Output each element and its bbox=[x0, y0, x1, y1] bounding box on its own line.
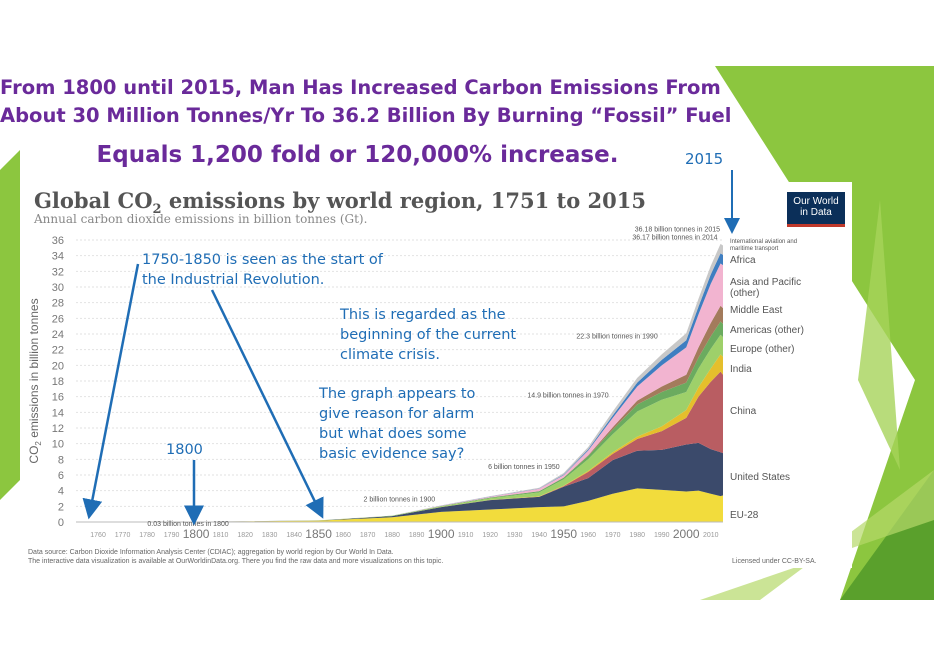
y-tick-label: 22 bbox=[52, 345, 64, 357]
y-tick-label: 34 bbox=[52, 251, 64, 263]
year-1800-annotation: 1800 bbox=[166, 442, 203, 458]
value-label: 2 billion tonnes in 1900 bbox=[364, 496, 436, 503]
y-tick-label: 30 bbox=[52, 282, 64, 294]
x-tick-label-major: 1900 bbox=[428, 527, 455, 541]
value-label: 14.9 billion tonnes in 1970 bbox=[527, 392, 608, 399]
x-tick-label: 1960 bbox=[580, 532, 596, 539]
legend-label: Africa bbox=[730, 255, 756, 266]
industrial-annotation-line-2: the Industrial Revolution. bbox=[142, 272, 325, 288]
x-tick-label-major: 2000 bbox=[673, 527, 700, 541]
y-tick-label: 2 bbox=[58, 501, 64, 513]
y-tick-label: 36 bbox=[52, 235, 64, 247]
x-tick-label: 1980 bbox=[629, 532, 645, 539]
value-label: 36.18 billion tonnes in 2015 bbox=[635, 227, 720, 234]
y-tick-label: 10 bbox=[52, 439, 64, 451]
x-tick-label: 1920 bbox=[482, 532, 498, 539]
license-text[interactable]: Licensed under CC-BY-SA. bbox=[732, 558, 817, 565]
x-tick-label: 1990 bbox=[654, 532, 670, 539]
x-tick-label: 1780 bbox=[139, 532, 155, 539]
crisis-annotation-line-2: beginning of the current bbox=[340, 327, 517, 343]
legend-label: EU-28 bbox=[730, 510, 759, 521]
y-tick-label: 0 bbox=[58, 517, 64, 529]
legend-label: maritime transport bbox=[730, 246, 779, 252]
source-line-1: Data source: Carbon Dioxide Information … bbox=[28, 549, 394, 556]
y-tick-label: 12 bbox=[52, 423, 64, 435]
x-tick-label: 1830 bbox=[262, 532, 278, 539]
x-tick-label-major: 1950 bbox=[550, 527, 577, 541]
legend-label: China bbox=[730, 406, 757, 417]
alarm-annotation-line-2: give reason for alarm bbox=[319, 406, 475, 422]
alarm-annotation-line-3: but what does some bbox=[319, 426, 467, 442]
x-tick-label: 1810 bbox=[213, 532, 229, 539]
y-axis-label: CO2 emissions in billion tonnes bbox=[27, 298, 43, 463]
green-accent-shape bbox=[715, 66, 934, 600]
source-line-2[interactable]: The interactive data visualization is av… bbox=[28, 558, 444, 565]
chart-panel: 0 2 4 6 8 10 12 14 16 18 20 22 24 26 28 30 32 34 36 1760 177… bbox=[20, 182, 852, 568]
legend-label: Americas (other) bbox=[730, 325, 804, 336]
chart-subtitle: Annual carbon dioxide emissions in billi… bbox=[34, 212, 368, 226]
legend-label: International aviation and bbox=[730, 239, 797, 245]
value-label: 0.03 billion tonnes in 1800 bbox=[147, 521, 228, 528]
slide-title-line-1: From 1800 until 2015, Man Has Increased … bbox=[0, 76, 721, 99]
value-label: 6 billion tonnes in 1950 bbox=[488, 464, 560, 471]
y-tick-label: 4 bbox=[58, 486, 64, 498]
x-tick-label: 1940 bbox=[531, 532, 547, 539]
x-tick-label: 2010 bbox=[703, 532, 719, 539]
owid-logo: Our World in Data bbox=[787, 192, 845, 224]
green-accent-mid bbox=[858, 200, 900, 470]
y-tick-label: 20 bbox=[52, 360, 64, 372]
legend-label: Asia and Pacific bbox=[730, 277, 801, 288]
legend-label: India bbox=[730, 364, 752, 375]
area-series-eu-28 bbox=[76, 488, 723, 522]
x-tick-label: 1770 bbox=[115, 532, 131, 539]
industrial-annotation-line-1: 1750-1850 is seen as the start of bbox=[142, 252, 383, 268]
y-tick-label: 16 bbox=[52, 392, 64, 404]
y-tick-label: 28 bbox=[52, 298, 64, 310]
slide-title-line-3: Equals 1,200 fold or 120,000% increase. bbox=[96, 142, 619, 168]
slide-title-line-2: About 30 Million Tonnes/Yr To 36.2 Billi… bbox=[0, 104, 732, 127]
year-2015-label: 2015 bbox=[685, 150, 724, 168]
legend-label: Middle East bbox=[730, 305, 782, 316]
crisis-annotation-line-3: climate crisis. bbox=[340, 347, 440, 363]
green-accent-light bbox=[700, 470, 934, 600]
area-series-united-states bbox=[76, 442, 723, 522]
y-tick-label: 26 bbox=[52, 313, 64, 325]
legend-label: United States bbox=[730, 472, 790, 483]
x-tick-label: 1910 bbox=[458, 532, 474, 539]
chart-title: Global CO2 emissions by world region, 17… bbox=[34, 188, 646, 218]
alarm-annotation-line-4: basic evidence say? bbox=[319, 446, 465, 462]
x-tick-label: 1870 bbox=[360, 532, 376, 539]
y-tick-label: 14 bbox=[52, 407, 64, 419]
legend-label: Europe (other) bbox=[730, 344, 794, 355]
y-tick-label: 18 bbox=[52, 376, 64, 388]
y-tick-label: 32 bbox=[52, 266, 64, 278]
x-tick-label-major: 1800 bbox=[183, 527, 210, 541]
x-tick-label: 1890 bbox=[409, 532, 425, 539]
x-tick-label: 1840 bbox=[286, 532, 302, 539]
crisis-annotation-line-1: This is regarded as the bbox=[340, 307, 506, 323]
y-tick-label: 8 bbox=[58, 454, 64, 466]
x-tick-label: 1970 bbox=[605, 532, 621, 539]
alarm-annotation-line-1: The graph appears to bbox=[319, 386, 476, 402]
value-label: 22.3 billion tonnes in 1990 bbox=[576, 333, 657, 340]
x-tick-label: 1760 bbox=[90, 532, 106, 539]
owid-logo-bar bbox=[787, 224, 845, 227]
x-tick-label: 1930 bbox=[507, 532, 523, 539]
x-tick-label-major: 1850 bbox=[305, 527, 332, 541]
x-tick-label: 1790 bbox=[164, 532, 180, 539]
value-label: 36.17 billion tonnes in 2014 bbox=[632, 235, 717, 242]
legend-label: (other) bbox=[730, 288, 759, 299]
x-tick-label: 1880 bbox=[384, 532, 400, 539]
x-tick-label: 1820 bbox=[237, 532, 253, 539]
green-left-shape bbox=[0, 150, 20, 500]
y-tick-label: 24 bbox=[52, 329, 64, 341]
y-tick-label: 6 bbox=[58, 470, 64, 482]
x-tick-label: 1860 bbox=[335, 532, 351, 539]
